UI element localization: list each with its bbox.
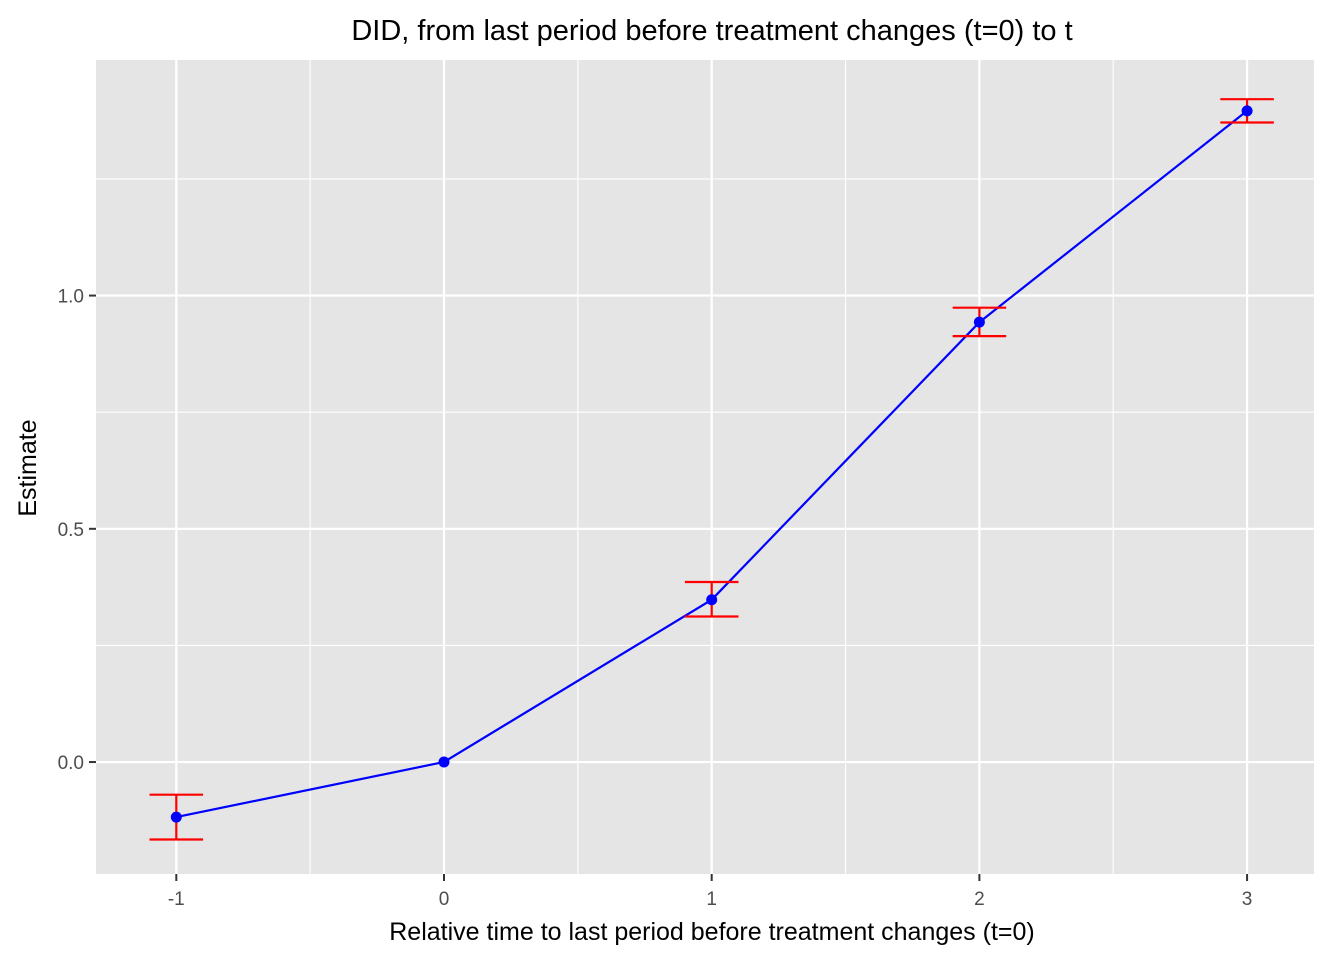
data-point: [973, 316, 985, 328]
y-tick-label: 0.5: [58, 520, 84, 541]
y-tick-label: 0.0: [58, 753, 84, 774]
x-tick-label: 1: [706, 889, 717, 910]
x-tick-label: 3: [1242, 889, 1253, 910]
data-point: [1241, 105, 1253, 117]
y-tick-label: 1.0: [58, 287, 84, 308]
plot-panel: [96, 60, 1314, 874]
x-tick-label: 0: [439, 889, 450, 910]
chart-title: DID, from last period before treatment c…: [351, 15, 1072, 47]
series-layer: [149, 98, 1274, 841]
x-tick-label: -1: [168, 889, 185, 910]
x-tick-label: 2: [974, 889, 985, 910]
minor-gridlines: [96, 60, 1314, 874]
y-axis-title: Estimate: [14, 419, 42, 516]
tick-labels: -1 0 1 2 3 0.0 0.5 1.0: [58, 287, 1253, 910]
axis-ticks: [89, 294, 1249, 881]
data-point: [170, 811, 182, 823]
major-gridlines: [96, 60, 1314, 874]
data-point: [706, 594, 718, 606]
x-axis-title: Relative time to last period before trea…: [389, 918, 1034, 946]
data-point: [438, 756, 450, 768]
